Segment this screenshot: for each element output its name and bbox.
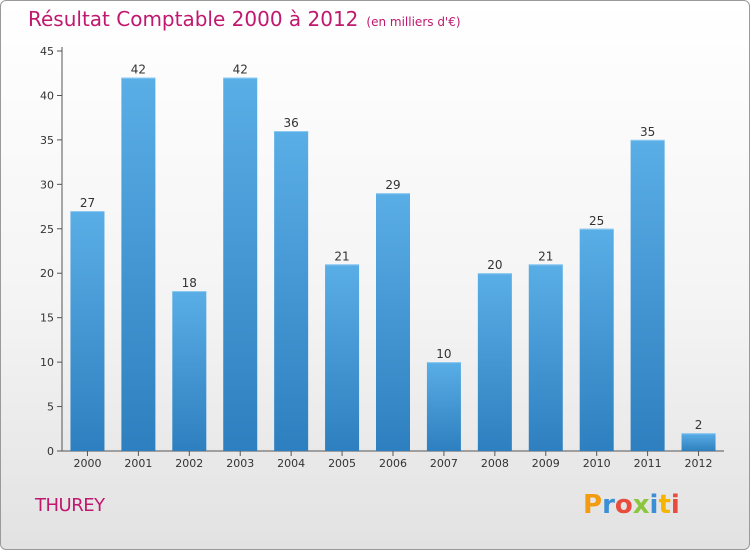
y-axis: 0 5 10 15 20 25 30 35 40 45 xyxy=(40,45,63,458)
proxiti-logo[interactable]: Proxiti xyxy=(583,490,680,520)
data-label-2012: 2 xyxy=(695,418,703,432)
y-tick-label: 0 xyxy=(47,445,54,458)
bar-2005 xyxy=(325,264,360,451)
x-tick-label-2007: 2007 xyxy=(430,457,458,470)
data-label-2002: 18 xyxy=(182,276,197,290)
y-tick-label: 15 xyxy=(40,312,54,325)
x-tick-label-2008: 2008 xyxy=(481,457,509,470)
logo-letter: i xyxy=(670,490,680,520)
y-tick-label: 5 xyxy=(47,401,54,414)
x-tick-label-2002: 2002 xyxy=(175,457,203,470)
bars-group xyxy=(70,77,716,452)
bar-2011 xyxy=(630,139,665,451)
data-label-2006: 29 xyxy=(385,178,400,192)
y-tick-label: 45 xyxy=(40,45,54,58)
y-tick-label: 35 xyxy=(40,134,54,147)
data-label-2004: 36 xyxy=(284,116,299,130)
y-tick-label: 10 xyxy=(40,356,54,369)
bar-2009 xyxy=(528,264,563,451)
bar-2001 xyxy=(121,77,156,452)
x-tick-label-2000: 2000 xyxy=(73,457,101,470)
data-label-2005: 21 xyxy=(334,249,349,263)
data-label-2009: 21 xyxy=(538,249,553,263)
x-tick-label-2006: 2006 xyxy=(379,457,407,470)
bar-2002 xyxy=(172,291,207,451)
logo-letter: x xyxy=(632,490,650,520)
logo-letter: o xyxy=(614,490,633,520)
x-tick-label-2010: 2010 xyxy=(583,457,611,470)
x-tick-label-2011: 2011 xyxy=(634,457,662,470)
chart-subtitle: (en milliers d'€) xyxy=(366,15,461,29)
x-tick-label-2005: 2005 xyxy=(328,457,356,470)
x-tick-label-2001: 2001 xyxy=(124,457,152,470)
logo-letter: r xyxy=(602,490,615,520)
chart-title-text: Résultat Comptable 2000 à 2012 xyxy=(28,7,359,31)
data-label-2008: 20 xyxy=(487,258,502,272)
x-tick-label-2004: 2004 xyxy=(277,457,305,470)
bar-2003 xyxy=(223,77,258,452)
logo-letter: i xyxy=(649,490,659,520)
y-tick-label: 40 xyxy=(40,89,54,102)
y-tick-label: 30 xyxy=(40,178,54,191)
bar-2007 xyxy=(426,362,461,451)
bar-2004 xyxy=(274,131,309,451)
bar-2008 xyxy=(477,273,512,451)
x-axis: 2000 2001 2002 2003 2004 2005 2006 2007 2008 2009… xyxy=(62,450,724,470)
data-label-2007: 10 xyxy=(436,347,451,361)
data-label-2003: 42 xyxy=(233,63,248,77)
bar-2012 xyxy=(681,433,716,451)
x-tick-label-2009: 2009 xyxy=(532,457,560,470)
data-label-2000: 27 xyxy=(80,196,95,210)
commune-name: THUREY xyxy=(35,495,105,516)
data-label-2010: 25 xyxy=(589,214,604,228)
data-label-2011: 35 xyxy=(640,125,655,139)
bar-2010 xyxy=(579,228,614,451)
x-tick-label-2012: 2012 xyxy=(685,457,713,470)
x-tick-label-2003: 2003 xyxy=(226,457,254,470)
data-label-2001: 42 xyxy=(131,63,146,77)
chart-title: Résultat Comptable 2000 à 2012 (en millie… xyxy=(28,7,461,31)
bar-2006 xyxy=(376,193,410,451)
data-labels-group: 27 42 18 42 36 21 29 10 20 21 25 35 2 xyxy=(80,63,703,433)
bar-2000 xyxy=(70,211,105,451)
logo-letter: P xyxy=(583,490,603,520)
y-tick-label: 20 xyxy=(40,267,54,280)
y-tick-label: 25 xyxy=(40,223,54,236)
logo-letter: t xyxy=(658,490,671,520)
